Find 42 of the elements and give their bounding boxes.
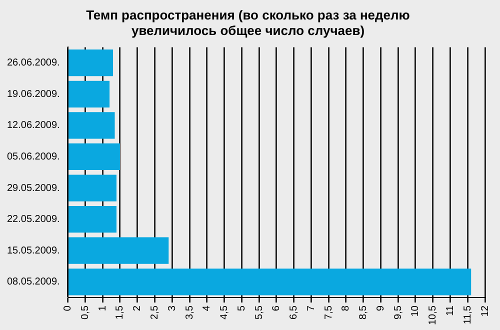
x-tick-label: 7 [306, 305, 317, 312]
bar [68, 80, 110, 108]
y-tick-label: 08.05.2009. [7, 276, 60, 288]
x-tick-label: 12 [480, 305, 491, 317]
x-tick-label: 3,5 [184, 305, 196, 320]
y-tick-label: 12.06.2009. [7, 120, 60, 132]
y-tick-label: 15.05.2009. [7, 245, 60, 256]
bar [68, 237, 169, 264]
bar [68, 206, 116, 233]
x-tick-label: 11 [444, 305, 456, 316]
bar [68, 174, 116, 202]
x-tick-label: 6 [271, 305, 282, 312]
y-tick-label: 26.06.2009. [7, 58, 60, 69]
y-tick-label: 05.06.2009. [7, 151, 60, 162]
x-tick-label: 8 [340, 305, 352, 312]
y-tick-label: 22.05.2009. [7, 214, 60, 226]
x-tick-label: 2 [132, 305, 144, 312]
x-tick-label: 6,5 [288, 305, 300, 320]
x-tick-label: 8,5 [358, 305, 370, 320]
x-tick-label: 5 [236, 305, 248, 312]
x-tick-label: 9 [375, 305, 386, 312]
bar [68, 143, 120, 170]
x-tick-label: 1,5 [114, 305, 126, 320]
x-tick-label: 5,5 [254, 305, 265, 320]
chart-title: Темп распространения (во сколько раз за неделю увеличилось общее число случаев) [86, 7, 410, 38]
x-tick-label: 9,5 [392, 305, 404, 320]
bar [68, 112, 115, 139]
x-tick-label: 0 [62, 305, 74, 312]
bar [68, 50, 114, 76]
x-tick-label: 2,5 [149, 305, 160, 320]
bar [68, 268, 472, 296]
x-tick-label: 11,5 [462, 305, 474, 324]
x-tick-label: 7,5 [323, 305, 334, 320]
y-tick-label: 19.06.2009. [7, 88, 60, 100]
x-tick-label: 10,5 [428, 305, 439, 326]
x-tick-label: 0,5 [80, 305, 91, 320]
x-tick-label: 4 [202, 305, 213, 312]
x-tick-label: 3 [166, 305, 178, 312]
y-tick-label: 29.05.2009. [7, 182, 60, 194]
x-tick-label: 1 [97, 305, 108, 312]
x-tick-label: 4,5 [219, 305, 230, 320]
x-tick-label: 10 [410, 305, 422, 317]
